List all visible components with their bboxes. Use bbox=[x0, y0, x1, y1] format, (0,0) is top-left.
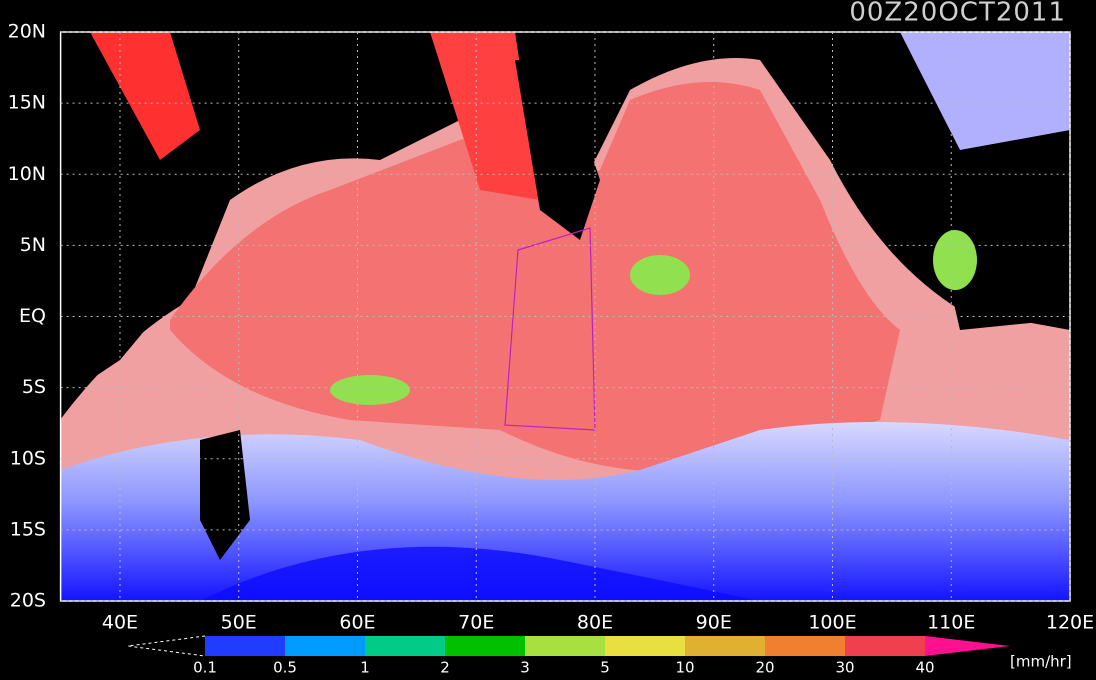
x-tick-label: 110E bbox=[927, 612, 975, 634]
y-tick-label: EQ bbox=[19, 305, 46, 327]
map-field bbox=[60, 32, 1070, 601]
india bbox=[515, 60, 600, 240]
x-tick-label: 70E bbox=[458, 612, 494, 634]
x-tick-label: 40E bbox=[102, 612, 138, 634]
china-sea bbox=[900, 32, 1070, 150]
colorbar-label: 10 bbox=[675, 659, 694, 677]
x-tick-label: 90E bbox=[696, 612, 732, 634]
colorbar-segment bbox=[845, 636, 925, 656]
colorbar-segment bbox=[445, 636, 525, 656]
colorbar-segment bbox=[365, 636, 445, 656]
red-sea bbox=[90, 32, 200, 160]
y-tick-label: 15S bbox=[10, 518, 46, 540]
colorbar-label: 30 bbox=[835, 659, 854, 677]
x-tick-label: 50E bbox=[221, 612, 257, 634]
colorbar-unit: [mm/hr] bbox=[1010, 653, 1072, 671]
ocean-dry bbox=[200, 546, 760, 601]
colorbar-segment bbox=[685, 636, 765, 656]
colorbar-label: 2 bbox=[440, 659, 450, 677]
arabian-core bbox=[430, 32, 540, 200]
map-title: 00Z20OCT2011 bbox=[849, 0, 1066, 28]
y-tick-label: 20S bbox=[10, 590, 46, 612]
x-tick-label: 80E bbox=[577, 612, 613, 634]
rain-cell bbox=[330, 375, 410, 405]
rain-cell bbox=[933, 230, 977, 290]
colorbar-label: 40 bbox=[915, 659, 934, 677]
colorbar-segment bbox=[525, 636, 605, 656]
colorbar-label: 0.1 bbox=[193, 659, 217, 677]
colorbar-under bbox=[127, 635, 206, 657]
colorbar-label: 0.5 bbox=[273, 659, 297, 677]
colorbar-segment bbox=[765, 636, 845, 656]
y-tick-label: 15N bbox=[8, 92, 46, 114]
rain-cell bbox=[630, 255, 690, 295]
y-tick-label: 20N bbox=[8, 21, 46, 43]
colorbar-segment bbox=[605, 636, 685, 656]
ocean-rain bbox=[170, 82, 900, 472]
y-tick-label: 5N bbox=[20, 234, 46, 256]
colorbar-label: 20 bbox=[755, 659, 774, 677]
colorbar-label: 5 bbox=[600, 659, 610, 677]
x-tick-label: 100E bbox=[808, 612, 856, 634]
colorbar-segment bbox=[205, 636, 285, 656]
y-tick-label: 10N bbox=[8, 163, 46, 185]
y-tick-label: 5S bbox=[22, 376, 46, 398]
colorbar-segment bbox=[285, 636, 365, 656]
madagascar bbox=[200, 430, 250, 560]
africa bbox=[60, 180, 170, 400]
x-tick-label: 120E bbox=[1046, 612, 1094, 634]
colorbar-label: 3 bbox=[520, 659, 530, 677]
x-tick-label: 60E bbox=[339, 612, 375, 634]
colorbar-over bbox=[925, 636, 1010, 656]
ocean-south bbox=[60, 422, 1070, 601]
y-tick-label: 10S bbox=[10, 447, 46, 469]
colorbar-label: 1 bbox=[360, 659, 370, 677]
